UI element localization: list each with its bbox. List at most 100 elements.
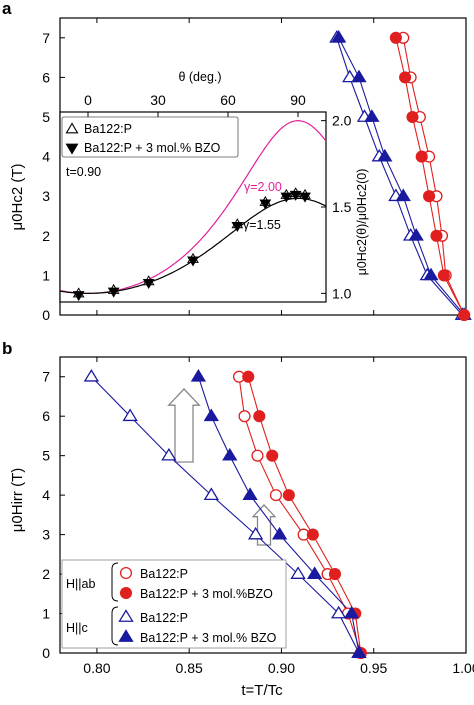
series-line-a-2: [402, 37, 465, 316]
y-tick-label-b: 6: [42, 408, 50, 424]
data-point-circle-b-1: [306, 528, 319, 541]
data-point-triangle-b-2: [83, 368, 100, 382]
data-point-triangle-a-1: [395, 188, 411, 202]
y-tick-label-a: 4: [42, 149, 50, 165]
y-axis-label-a-main: μ0Hc2: [9, 187, 26, 231]
data-point-triangle-b-3: [242, 487, 258, 501]
data-point-triangle-b-3: [203, 408, 219, 422]
data-point-triangle-a-1: [408, 228, 424, 241]
data-point-triangle-b-3: [351, 645, 367, 658]
arrow-large-icon: [167, 388, 201, 463]
y-axis-label-b-unit: (T): [9, 468, 26, 487]
inset-point-filled-triangle: [72, 291, 85, 302]
data-point-circle-legend-0-0: [119, 566, 133, 580]
inset-legend-filled-triangle-icon: [65, 143, 79, 155]
inset-point-filled-triangle: [107, 287, 120, 298]
data-point-circle-b-0: [251, 449, 264, 462]
inset-y-tick-label: 2.0: [332, 113, 352, 129]
y-axis-label-a-unit: (T): [9, 163, 26, 182]
series-line-b-2: [91, 376, 360, 654]
data-point-circle-b-1: [282, 489, 295, 502]
y-tick-label-b: 7: [42, 369, 50, 385]
data-point-circle-a-3: [406, 110, 419, 124]
data-point-triangle-b-2: [290, 566, 306, 579]
data-point-triangle-b-2: [203, 487, 219, 501]
series-panel-b: [83, 368, 367, 660]
series-line-a-3: [395, 37, 465, 316]
data-point-triangle-a-1: [331, 30, 347, 43]
inset-y-tick-label: 1.5: [332, 199, 352, 215]
y-tick-label-a: 0: [42, 307, 50, 323]
data-point-circle-a-3: [458, 308, 471, 322]
data-point-circle-a-3: [415, 150, 428, 163]
inset-point-filled-triangle: [187, 256, 199, 267]
legend-group-label-1: H||c: [66, 621, 88, 635]
inset-point-filled-triangle: [280, 192, 293, 203]
x-tick-label-b: 0.90: [268, 660, 295, 676]
inset-legend-label-2: Ba122:P + 3 mol.% BZO: [84, 141, 221, 155]
x-tick-label-b: 0.85: [176, 660, 203, 676]
data-point-circle-b-1: [266, 449, 279, 462]
legend-entry-label-0-1: Ba122:P + 3 mol.%BZO: [140, 587, 273, 601]
y-tick-label-a: 1: [42, 267, 50, 283]
legend-entry-label-0-0: Ba122:P: [140, 567, 188, 581]
inset-x-tick-label: 0: [84, 92, 92, 108]
data-point-circle-a-3: [437, 269, 450, 282]
data-point-triangle-legend-1-1: [118, 629, 134, 642]
axes-panel-b: 0 1 2 3 4 5 6 7 0.80 0.85 0.90 0.95 1.00: [42, 356, 474, 676]
data-point-circle-a-3: [399, 71, 412, 84]
legend-entry-label-1-0: Ba122:P: [140, 611, 188, 625]
data-point-triangle-b-3: [190, 368, 207, 382]
y-tick-label-a: 3: [42, 188, 50, 204]
inset-temperature-label: t=0.90: [66, 165, 101, 179]
legend-box: [61, 559, 287, 649]
y-tick-label-a: 6: [42, 69, 50, 85]
data-point-circle-b-1: [242, 370, 255, 383]
axes-panel-a: 0 1 2 3 4 5 6 7: [42, 17, 467, 323]
inset-y-axis-label: μ0Hc2(θ)/μ0Hc2(0): [355, 169, 369, 276]
data-point-triangle-a-1: [351, 69, 367, 83]
series-line-b-3: [197, 376, 360, 654]
series-line-a-0: [336, 37, 463, 316]
y-axis-label-b-main: μ0Hirr: [9, 491, 26, 532]
x-axis-label-b: t=T/Tc: [241, 682, 283, 699]
data-point-triangle-a-1: [423, 267, 439, 281]
inset-y-tick-label: 1.0: [332, 285, 352, 301]
y-tick-label-a: 5: [42, 109, 50, 125]
data-point-circle-b-0: [269, 489, 282, 502]
data-point-circle-a-3: [389, 31, 402, 44]
y-tick-label-b: 1: [42, 606, 50, 622]
data-point-triangle-b-2: [161, 447, 177, 461]
panel-label-b: b: [2, 339, 12, 358]
y-tick-label-b: 3: [42, 527, 50, 543]
y-tick-label-b: 0: [42, 645, 50, 661]
data-point-triangle-a-0: [342, 69, 358, 83]
data-point-circle-legend-0-1: [119, 586, 133, 600]
data-point-circle-b-0: [238, 410, 251, 423]
data-point-triangle-a-1: [377, 148, 393, 162]
y-axis-label-b: μ0Hirr (T): [9, 468, 26, 532]
inset-point-filled-triangle: [142, 279, 155, 289]
series-line-a-1: [338, 37, 465, 316]
data-point-circle-b-1: [328, 568, 342, 581]
x-tick-label-b: 1.00: [452, 660, 474, 676]
x-tick-label-b: 0.80: [83, 660, 110, 676]
series-panel-a: [329, 30, 472, 322]
data-point-triangle-b-3: [343, 605, 360, 619]
plot-frame-b: [59, 356, 467, 654]
y-tick-label-a: 7: [42, 30, 50, 46]
inset-point-filled-triangle: [259, 199, 272, 210]
legend-panel-b: H||ab Ba122:P Ba122:P + 3 mol.%BZO H||c Ba12…: [61, 559, 287, 649]
y-axis-label-a: μ0Hc2 (T): [9, 163, 26, 230]
inset-point-filled-triangle: [231, 222, 244, 232]
inset-gamma-label-2: γ=2.00: [244, 180, 282, 194]
inset-point-filled-triangle: [299, 192, 311, 203]
y-tick-label-b: 2: [42, 566, 50, 582]
panel-label-a: a: [2, 0, 12, 18]
legend-entry-label-1-1: Ba122:P + 3 mol.% BZO: [140, 631, 277, 645]
inset-angular-plot: 0 30 60 90 1.0 1.5 2.0 Ba122:P Ba122:P + 3 mol.%…: [59, 92, 352, 303]
data-point-triangle-b-2: [331, 605, 347, 619]
data-point-circle-a-3: [430, 229, 443, 242]
data-point-triangle-legend-1-0: [118, 609, 134, 622]
